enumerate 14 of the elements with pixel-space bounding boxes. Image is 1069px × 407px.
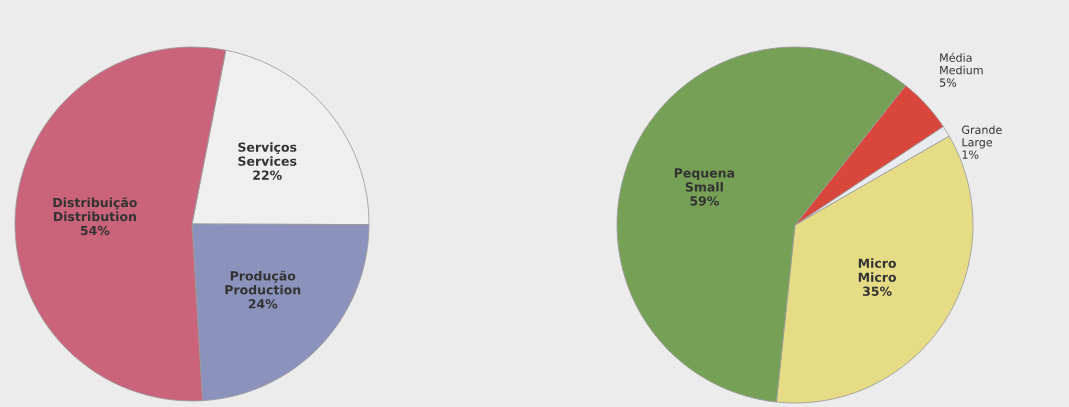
- slice-label: Serviços Services: [238, 142, 297, 166]
- data-label: 22%: [253, 170, 282, 180]
- data-label: 5%: [939, 78, 957, 87]
- slice-label: Produção Production: [225, 270, 301, 295]
- data-label: 59%: [690, 196, 719, 206]
- data-label: 54%: [80, 225, 110, 236]
- slice-label: Micro Micro: [858, 258, 897, 282]
- slice-label: Grande Large: [962, 125, 1002, 149]
- slice-label: Pequena Small: [674, 168, 735, 192]
- data-label: 24%: [248, 299, 278, 309]
- slice-label: Distribuição Distribution: [53, 197, 137, 222]
- slice-label: Média Medium: [940, 52, 983, 75]
- data-label: 35%: [862, 286, 892, 296]
- data-label: 1%: [962, 150, 979, 159]
